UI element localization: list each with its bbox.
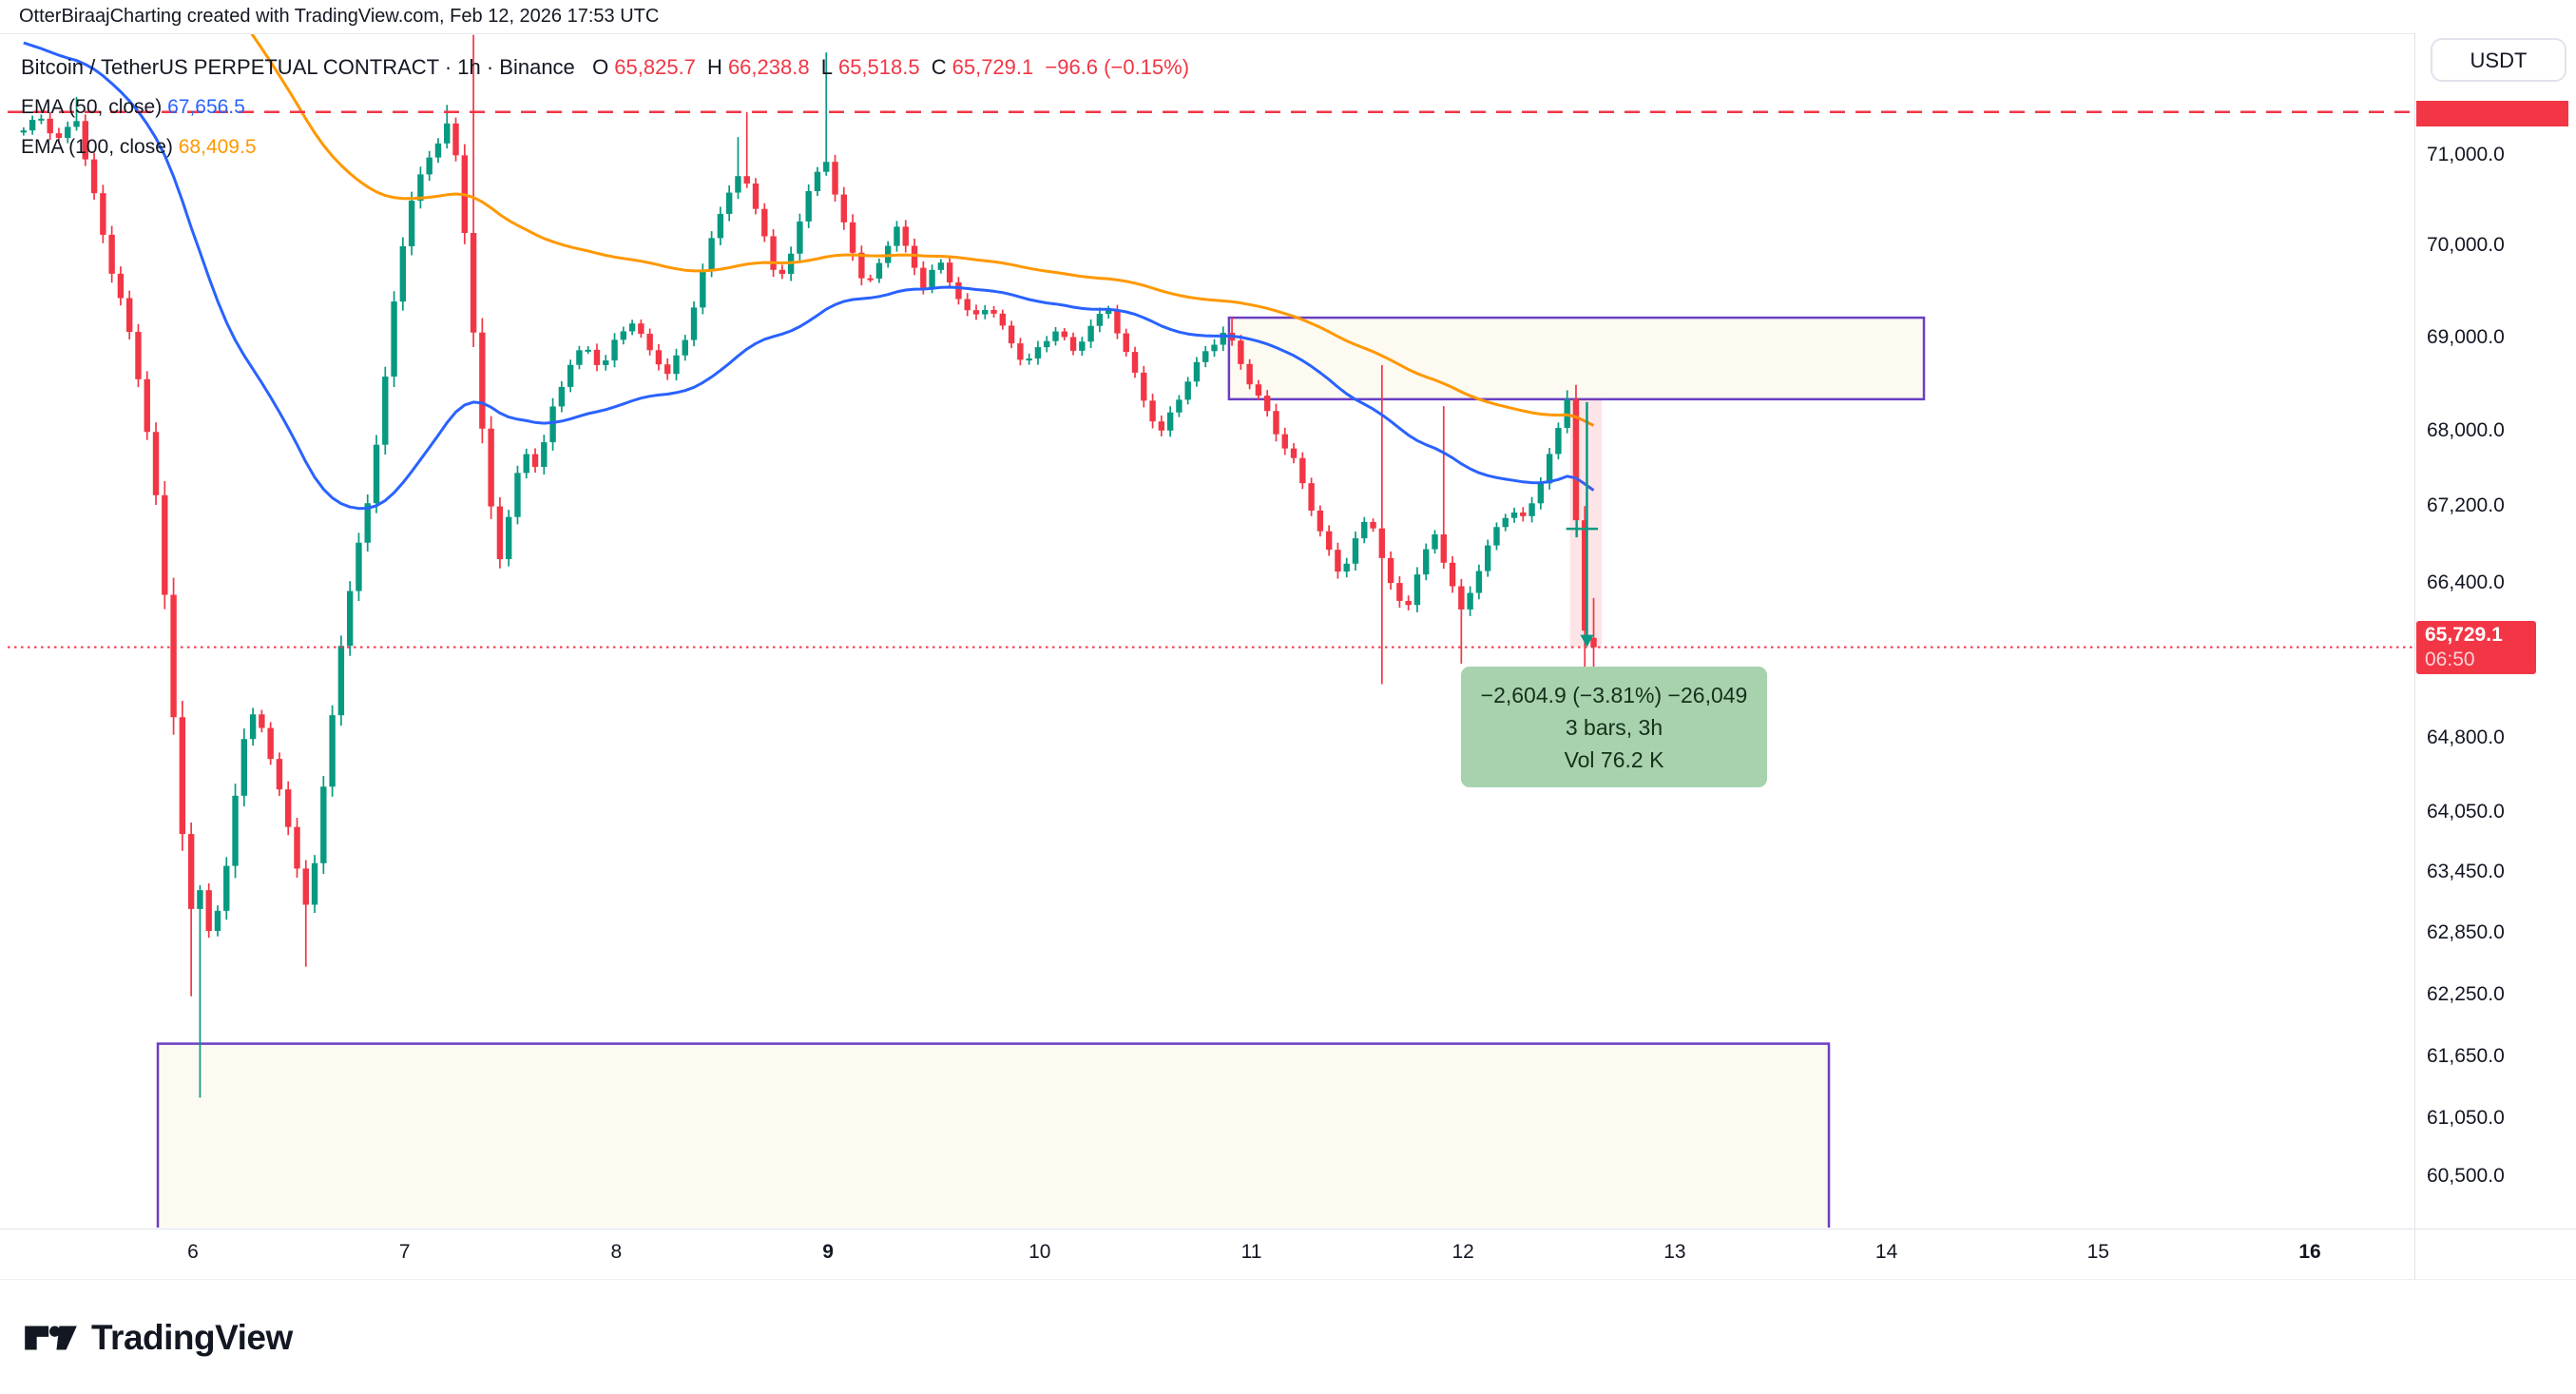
time-axis-label-7: 7 <box>398 1241 411 1263</box>
time-axis-label-16: 16 <box>2298 1241 2321 1263</box>
time-axis-label-6: 6 <box>187 1241 199 1263</box>
symbol-legend[interactable]: Bitcoin / TetherUS PERPETUAL CONTRACT · … <box>21 48 1195 87</box>
price-axis-label: 68,000.0 <box>2427 418 2505 441</box>
bar-countdown: 06:50 <box>2425 649 2475 670</box>
chart-legend: Bitcoin / TetherUS PERPETUAL CONTRACT · … <box>21 48 1195 167</box>
price-axis-label: 71,000.0 <box>2427 144 2505 165</box>
change-value: −96.6 (−0.15%) <box>1045 55 1190 79</box>
currency-toggle-button[interactable]: USDT <box>2431 38 2566 82</box>
time-axis-label-8: 8 <box>610 1241 623 1263</box>
price-axis-label: 66,400.0 <box>2427 571 2505 593</box>
time-axis-label-10: 10 <box>1028 1241 1051 1263</box>
measure-change: −2,604.9 (−3.81%) −26,049 <box>1480 683 1748 707</box>
current-price-label: 65,729.1 06:50 <box>2416 621 2536 674</box>
price-axis-label: 64,800.0 <box>2427 726 2505 749</box>
credit-bar: OtterBiraajCharting created with Trading… <box>0 0 2576 34</box>
time-axis-label-9: 9 <box>822 1241 834 1263</box>
time-axis-label-11: 11 <box>1240 1241 1262 1263</box>
price-range-measure[interactable] <box>1566 398 1603 648</box>
tradingview-wordmark: TradingView <box>91 1318 293 1357</box>
time-axis-label-12: 12 <box>1451 1241 1474 1263</box>
time-axis-label-15: 15 <box>2086 1241 2109 1263</box>
price-axis-label: 67,200.0 <box>2427 494 2505 517</box>
time-axis-label-13: 13 <box>1663 1241 1686 1263</box>
candlesticks <box>20 34 1597 1098</box>
ema100-legend[interactable]: EMA (100, close) 68,409.5 <box>21 136 257 158</box>
time-axis-bottom-border <box>0 1279 2576 1280</box>
measure-tooltip: −2,604.9 (−3.81%) −26,049 3 bars, 3h Vol… <box>1461 667 1767 787</box>
ema50-value: 67,656.5 <box>167 96 245 118</box>
price-axis-label: 61,050.0 <box>2427 1107 2505 1130</box>
tradingview-brand[interactable]: TradingView <box>24 1317 293 1359</box>
price-axis-label: 62,250.0 <box>2427 982 2505 1005</box>
ema100-value: 68,409.5 <box>178 136 257 158</box>
chart-layers <box>8 0 2414 1229</box>
ohlc-values: O 65,825.7 H 66,238.8 L 65,518.5 C 65,729.1 … <box>592 55 1190 79</box>
credit-text: OtterBiraajCharting created with Trading… <box>19 6 660 27</box>
price-axis-label: 69,000.0 <box>2427 325 2505 348</box>
ema50-legend[interactable]: EMA (50, close) 67,656.5 <box>21 96 245 118</box>
current-price-value: 65,729.1 <box>2425 624 2503 646</box>
time-axis-label-14: 14 <box>1874 1241 1898 1263</box>
price-axis-label: 63,450.0 <box>2427 861 2505 883</box>
measure-volume: Vol 76.2 K <box>1564 747 1664 772</box>
price-chart[interactable] <box>0 0 2414 1229</box>
price-axis-label: 60,500.0 <box>2427 1165 2505 1187</box>
price-axis-label: 62,850.0 <box>2427 921 2505 944</box>
price-axis-label: 70,000.0 <box>2427 234 2505 257</box>
price-axis-label: 64,050.0 <box>2427 801 2505 823</box>
price-axis-label: 61,650.0 <box>2427 1044 2505 1067</box>
ath-price-label <box>2416 101 2568 126</box>
demand-zone-box[interactable] <box>156 1042 1831 1229</box>
measure-bars: 3 bars, 3h <box>1565 715 1663 740</box>
ema50-line[interactable] <box>23 41 1595 511</box>
tradingview-logo-icon <box>25 1326 77 1350</box>
symbol-title: Bitcoin / TetherUS PERPETUAL CONTRACT · … <box>21 55 575 79</box>
ema100-line[interactable] <box>24 0 1595 427</box>
